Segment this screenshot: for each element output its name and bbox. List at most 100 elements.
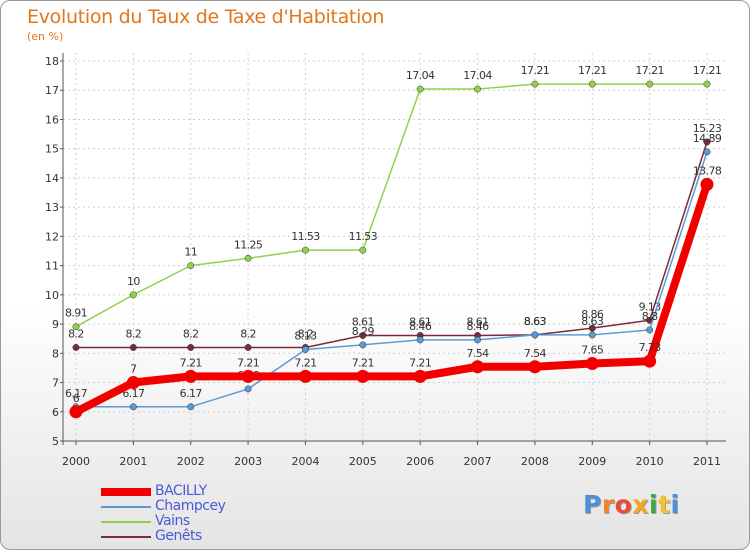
data-point-champcey [703,148,711,156]
data-label-champcey: 8.63 [524,315,547,328]
data-label-vains: 11.53 [291,230,320,243]
data-label-vains: 17.21 [578,64,607,77]
data-label-gen-ts: 8.61 [352,315,374,328]
data-point-champcey [359,341,367,349]
data-label-champcey: 14.89 [693,132,722,145]
data-point-champcey [588,331,596,339]
data-point-bacilly [585,357,599,371]
y-tick-label: 18 [45,55,59,68]
y-tick-label: 15 [45,143,59,156]
x-tick-label: 2005 [349,455,377,468]
logo-letter: P [583,490,602,519]
data-label-gen-ts: 8.2 [183,327,199,340]
data-label-champcey: 6.17 [180,387,203,400]
logo-letter: r [601,490,615,519]
logo-letter: i [649,490,659,519]
data-label-gen-ts: 8.61 [409,315,431,328]
data-label-bacilly: 7 [130,363,137,376]
x-tick-label: 2001 [119,455,147,468]
data-point-bacilly [356,369,370,383]
x-tick-label: 2009 [578,455,606,468]
data-label-vains: 17.04 [406,69,435,82]
data-point-bacilly [298,369,312,383]
data-point-gen-ts [359,332,367,339]
series-line-vains [75,83,708,328]
x-tick-label: 2004 [291,455,319,468]
data-label-bacilly: 6 [73,392,80,405]
data-label-vains: 10 [127,275,140,288]
logo-letter: x [632,490,649,519]
data-label-gen-ts: 8.2 [126,327,142,340]
legend-swatch [101,506,151,508]
proxiti-logo: Proxiti [583,490,680,519]
data-point-bacilly [126,376,140,390]
data-point-champcey [129,403,137,411]
logo-letter: o [614,490,633,519]
x-tick-label: 2003 [234,455,262,468]
x-tick-label: 2007 [464,455,492,468]
x-tick-label: 2000 [62,455,90,468]
data-label-gen-ts: 8.2 [68,327,84,340]
y-tick-label: 13 [45,201,59,214]
y-tick-label: 7 [52,377,59,390]
logo-letter: t [658,490,671,519]
data-point-vains [72,323,80,331]
data-point-vains [703,80,711,88]
y-tick-label: 17 [45,84,59,97]
legend-label: Genêts [155,528,202,544]
chart-subtitle: (en %) [27,30,64,43]
data-label-champcey: 8.29 [352,325,375,338]
data-label-gen-ts: 8.2 [298,327,314,340]
data-label-champcey: 8.46 [409,320,432,333]
y-tick-label: 9 [52,318,59,331]
data-point-gen-ts [129,344,137,351]
data-point-bacilly [413,369,427,383]
data-point-vains [474,85,481,93]
data-label-champcey: 6.17 [65,387,88,400]
data-label-bacilly: 7.54 [466,347,489,360]
data-point-gen-ts [187,344,195,351]
data-label-vains: 17.04 [463,69,492,82]
data-label-bacilly: 7.54 [524,347,547,360]
data-point-vains [531,80,539,88]
data-point-vains [359,246,367,254]
y-tick-label: 10 [45,289,59,302]
y-tick-label: 12 [45,230,59,243]
data-label-vains: 17.21 [635,64,664,77]
legend-label: BACILLY [155,483,207,499]
series-line-bacilly [72,180,711,416]
data-label-vains: 11.25 [234,238,263,251]
data-point-gen-ts [703,138,711,146]
data-label-bacilly: 7.21 [180,356,202,369]
data-point-gen-ts [72,344,80,351]
data-point-vains [302,246,309,254]
data-label-champcey: 8.63 [581,315,604,328]
chart-title: Evolution du Taux de Taxe d'Habitation [27,6,385,28]
x-tick-label: 2010 [636,455,664,468]
data-point-bacilly [700,177,714,191]
legend-label: Vains [155,513,190,529]
data-label-champcey: 6.17 [122,387,145,400]
series-line-gen-ts [75,141,708,349]
data-label-champcey: 8.46 [466,320,489,333]
y-tick-label: 14 [45,172,59,185]
data-point-gen-ts [244,344,252,351]
data-point-champcey [244,385,252,393]
y-tick-label: 16 [45,113,59,126]
data-point-vains [187,262,195,270]
logo-letter: i [670,490,680,519]
data-point-champcey [531,331,539,339]
data-label-gen-ts: 8.61 [466,315,488,328]
data-label-champcey: 8.13 [294,330,317,343]
data-point-vains [646,80,654,88]
legend-swatch [101,521,151,523]
data-point-bacilly [69,405,83,419]
data-label-gen-ts: 8.86 [581,308,604,321]
x-tick-label: 2002 [177,455,205,468]
x-tick-label: 2011 [693,455,721,468]
data-point-bacilly [184,369,198,383]
data-point-vains [129,291,137,299]
data-label-bacilly: 7.21 [237,356,259,369]
data-point-bacilly [241,369,255,383]
